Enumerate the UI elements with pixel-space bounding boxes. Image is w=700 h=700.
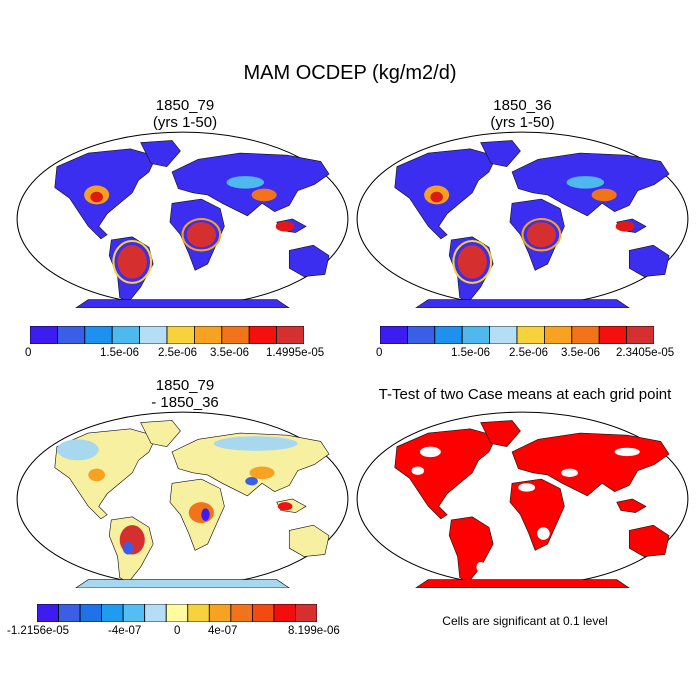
colorbar-swatch [139, 325, 168, 345]
colorbar-swatch [29, 325, 58, 345]
panel-title-top-left: 1850_79 (yrs 1-50) [15, 97, 355, 131]
colorbar-swatch [516, 325, 545, 345]
map-top-right [356, 131, 689, 308]
colorbar-label: 2.3405e-05 [616, 347, 675, 359]
map-hotspots [424, 176, 635, 284]
map-bottom-right [356, 411, 689, 588]
colorbar-swatch [434, 325, 463, 345]
colorbar-label: 3.5e-06 [210, 347, 250, 359]
colorbar-top-right [379, 325, 655, 349]
panel-title-line2: (yrs 1-50) [490, 114, 555, 131]
map-diff-patches [56, 436, 298, 555]
colorbar-swatch [208, 603, 232, 623]
map-nonsignificant-gaps [411, 446, 640, 573]
colorbar-label: -4e-07 [108, 625, 142, 637]
colorbar-label: 0 [174, 625, 181, 637]
colorbar-swatches [36, 603, 318, 623]
colorbar-swatch [111, 325, 140, 345]
colorbar-label: 8.199e-06 [288, 625, 340, 637]
colorbar-swatch [626, 325, 655, 345]
colorbar-swatch [598, 325, 627, 345]
colorbar-swatch [56, 325, 86, 345]
colorbar-swatch [193, 325, 223, 345]
colorbar-label: 1.5e-06 [451, 347, 491, 359]
colorbar-bottom-left [36, 603, 318, 627]
colorbar-swatch [101, 603, 124, 623]
colorbar-swatch [273, 603, 296, 623]
colorbar-swatches [29, 325, 305, 345]
colorbar-swatch [489, 325, 518, 345]
colorbar-swatch [230, 603, 253, 623]
panel-title-bottom-left: 1850_79 - 1850_36 [15, 377, 355, 411]
colorbar-swatch [221, 325, 250, 345]
colorbar-swatch [295, 603, 318, 623]
colorbar-swatch [187, 603, 210, 623]
colorbar-swatch [251, 603, 275, 623]
colorbar-swatch [461, 325, 490, 345]
colorbar-swatch [276, 325, 305, 345]
panel-title-bottom-right: T-Test of two Case means at each grid po… [378, 386, 672, 403]
colorbar-label: 0 [376, 347, 383, 359]
colorbar-swatch [36, 603, 59, 623]
main-title: MAM OCDEP (kg/m2/d) [243, 62, 457, 84]
colorbar-swatch [165, 603, 189, 623]
colorbar-swatches [379, 325, 655, 345]
colorbar-top-left [29, 325, 305, 349]
map-top-left [16, 131, 349, 308]
colorbar-label: -1.2156e-05 [7, 625, 70, 637]
colorbar-label: 3.5e-06 [561, 347, 601, 359]
colorbar-label: 1.4995e-05 [266, 347, 325, 359]
panel-title-line2: (yrs 1-50) [152, 114, 218, 131]
antarctica [75, 579, 290, 588]
colorbar-label: 2.5e-06 [158, 347, 198, 359]
significance-note: Cells are significant at 0.1 level [442, 614, 608, 628]
colorbar-label: 1.5e-06 [100, 347, 140, 359]
colorbar-swatch [379, 325, 408, 345]
panel-title-line1: 1850_79 [155, 377, 215, 394]
colorbar-swatch [543, 325, 573, 345]
map-hotspots [84, 176, 295, 284]
colorbar-swatch [58, 603, 81, 623]
colorbar-label: 4e-07 [208, 625, 238, 637]
panel-title-line1: 1850_36 [493, 97, 552, 114]
colorbar-swatch [144, 603, 167, 623]
panel-title-top-right: 1850_36 (yrs 1-50) [355, 97, 690, 131]
panel-title-line2: - 1850_36 [151, 394, 219, 411]
colorbar-swatch [79, 603, 103, 623]
map-bottom-left [16, 411, 349, 588]
colorbar-swatch [406, 325, 436, 345]
colorbar-label: 2.5e-06 [509, 347, 549, 359]
colorbar-swatch [248, 325, 277, 345]
colorbar-swatch [122, 603, 146, 623]
colorbar-label: 0 [25, 347, 32, 359]
colorbar-swatch [84, 325, 113, 345]
colorbar-swatch [571, 325, 600, 345]
panel-title-line1: 1850_79 [155, 97, 215, 114]
colorbar-swatch [166, 325, 195, 345]
